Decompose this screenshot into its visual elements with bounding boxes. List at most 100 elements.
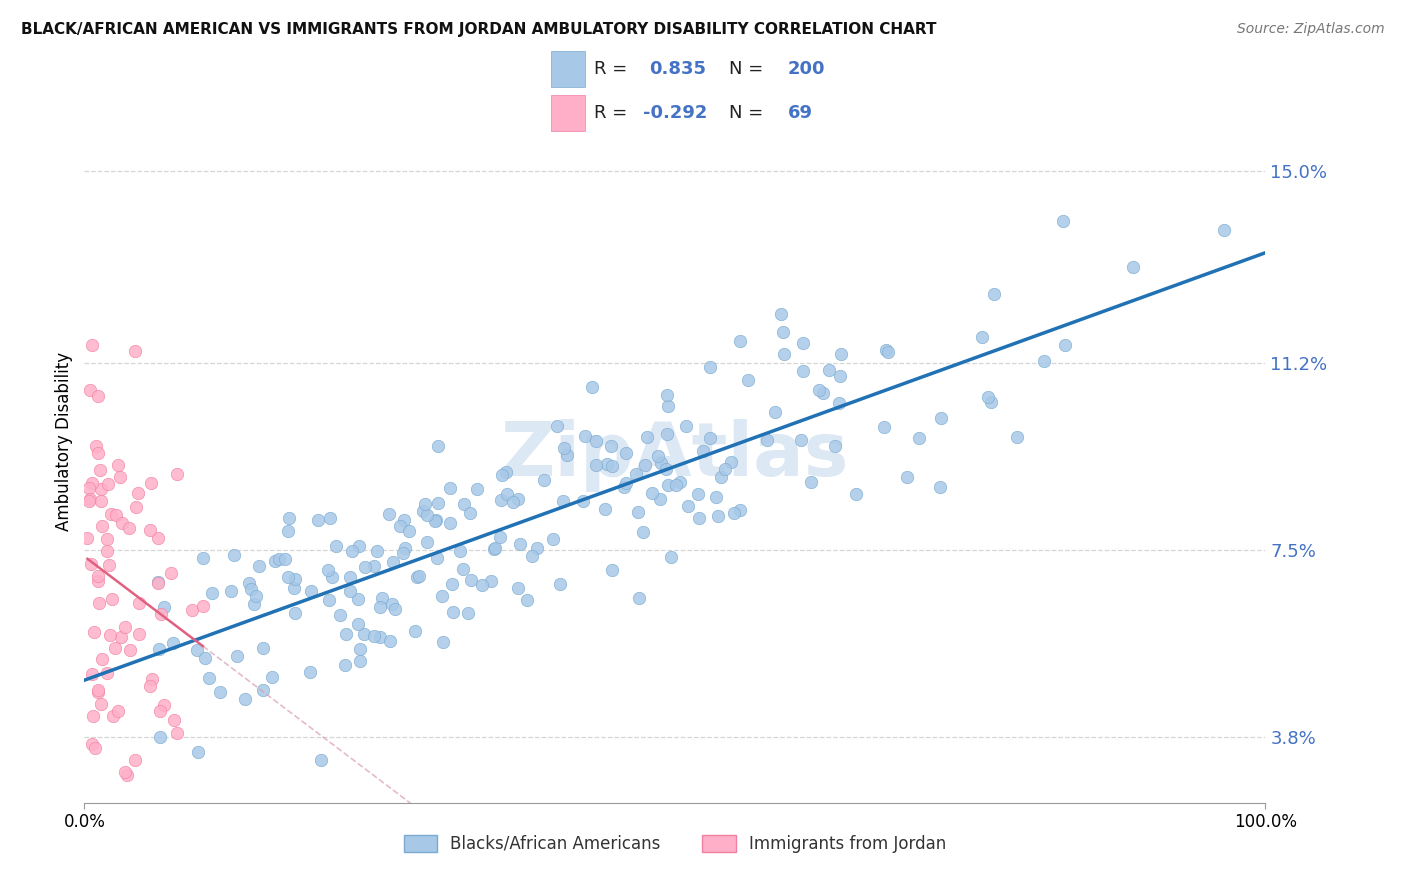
Point bbox=[349, 642, 371, 657]
Point bbox=[186, 643, 208, 657]
Point bbox=[423, 514, 446, 528]
Point bbox=[104, 641, 127, 656]
Point bbox=[430, 589, 453, 603]
Point bbox=[789, 434, 811, 448]
Point bbox=[581, 380, 603, 394]
Point bbox=[688, 511, 710, 525]
Point bbox=[508, 491, 530, 506]
Point bbox=[98, 558, 121, 572]
Point bbox=[593, 502, 616, 516]
Point bbox=[299, 665, 322, 679]
Point bbox=[96, 543, 118, 558]
Point bbox=[149, 607, 172, 622]
Point bbox=[80, 737, 103, 751]
Point bbox=[97, 476, 120, 491]
Point bbox=[82, 338, 104, 352]
Point bbox=[233, 692, 256, 706]
Point bbox=[574, 429, 596, 443]
Point bbox=[208, 685, 231, 699]
Point bbox=[412, 504, 434, 518]
Point bbox=[830, 347, 852, 361]
Point bbox=[346, 617, 368, 632]
Point bbox=[283, 581, 305, 595]
Point bbox=[124, 753, 146, 767]
Point bbox=[339, 584, 361, 599]
Point bbox=[432, 634, 454, 648]
Point bbox=[139, 523, 162, 537]
Point bbox=[600, 563, 623, 577]
Point bbox=[159, 566, 181, 581]
Point bbox=[657, 478, 679, 492]
Point bbox=[104, 508, 127, 522]
Point bbox=[676, 500, 699, 514]
Text: 200: 200 bbox=[787, 60, 825, 78]
Point bbox=[125, 500, 148, 515]
Point bbox=[347, 539, 370, 553]
Point bbox=[194, 651, 217, 665]
Point bbox=[394, 541, 416, 555]
Point bbox=[110, 630, 132, 644]
Point bbox=[614, 446, 637, 460]
Point bbox=[929, 480, 952, 494]
Point bbox=[76, 531, 98, 545]
Point bbox=[128, 627, 150, 641]
Point bbox=[264, 554, 287, 568]
Point bbox=[828, 396, 851, 410]
Point bbox=[243, 597, 266, 611]
Point bbox=[1122, 260, 1144, 274]
Point bbox=[197, 671, 219, 685]
Point bbox=[79, 383, 101, 397]
Point bbox=[335, 627, 357, 641]
Point bbox=[465, 483, 488, 497]
Point bbox=[225, 648, 247, 663]
Point bbox=[180, 603, 202, 617]
Point bbox=[977, 390, 1000, 404]
Point bbox=[640, 485, 662, 500]
Point bbox=[139, 475, 162, 490]
Point bbox=[354, 559, 377, 574]
Point bbox=[392, 513, 415, 527]
Point bbox=[627, 591, 650, 605]
Point bbox=[792, 364, 814, 378]
Point bbox=[458, 506, 481, 520]
Point bbox=[416, 535, 439, 549]
Text: ZipAtlas: ZipAtlas bbox=[501, 419, 849, 492]
Point bbox=[166, 726, 188, 740]
Point bbox=[553, 494, 575, 508]
Point bbox=[408, 569, 430, 583]
Point bbox=[87, 685, 110, 699]
Point bbox=[353, 627, 375, 641]
Point bbox=[222, 548, 245, 562]
Point bbox=[441, 606, 464, 620]
Point bbox=[647, 449, 669, 463]
Point bbox=[127, 486, 149, 500]
Point bbox=[333, 658, 356, 673]
Point bbox=[378, 507, 401, 521]
Point bbox=[363, 558, 385, 573]
Point bbox=[773, 347, 796, 361]
Point bbox=[128, 596, 150, 610]
Point bbox=[533, 473, 555, 487]
Point bbox=[675, 418, 697, 433]
Point bbox=[506, 581, 529, 595]
Point bbox=[585, 434, 607, 449]
Point bbox=[983, 286, 1005, 301]
Point bbox=[405, 570, 427, 584]
Point bbox=[240, 582, 263, 596]
Point bbox=[277, 511, 299, 525]
Point bbox=[599, 439, 621, 453]
Point bbox=[307, 512, 329, 526]
Point bbox=[763, 405, 786, 419]
Point bbox=[1213, 222, 1236, 236]
Point bbox=[187, 745, 209, 759]
Point bbox=[811, 385, 834, 400]
Point bbox=[118, 643, 141, 657]
Point bbox=[600, 458, 623, 473]
Point bbox=[792, 336, 814, 351]
Point bbox=[114, 619, 136, 633]
Point bbox=[219, 584, 242, 599]
Point bbox=[252, 640, 274, 655]
Point bbox=[148, 641, 170, 656]
Point bbox=[389, 518, 412, 533]
Point bbox=[107, 704, 129, 718]
